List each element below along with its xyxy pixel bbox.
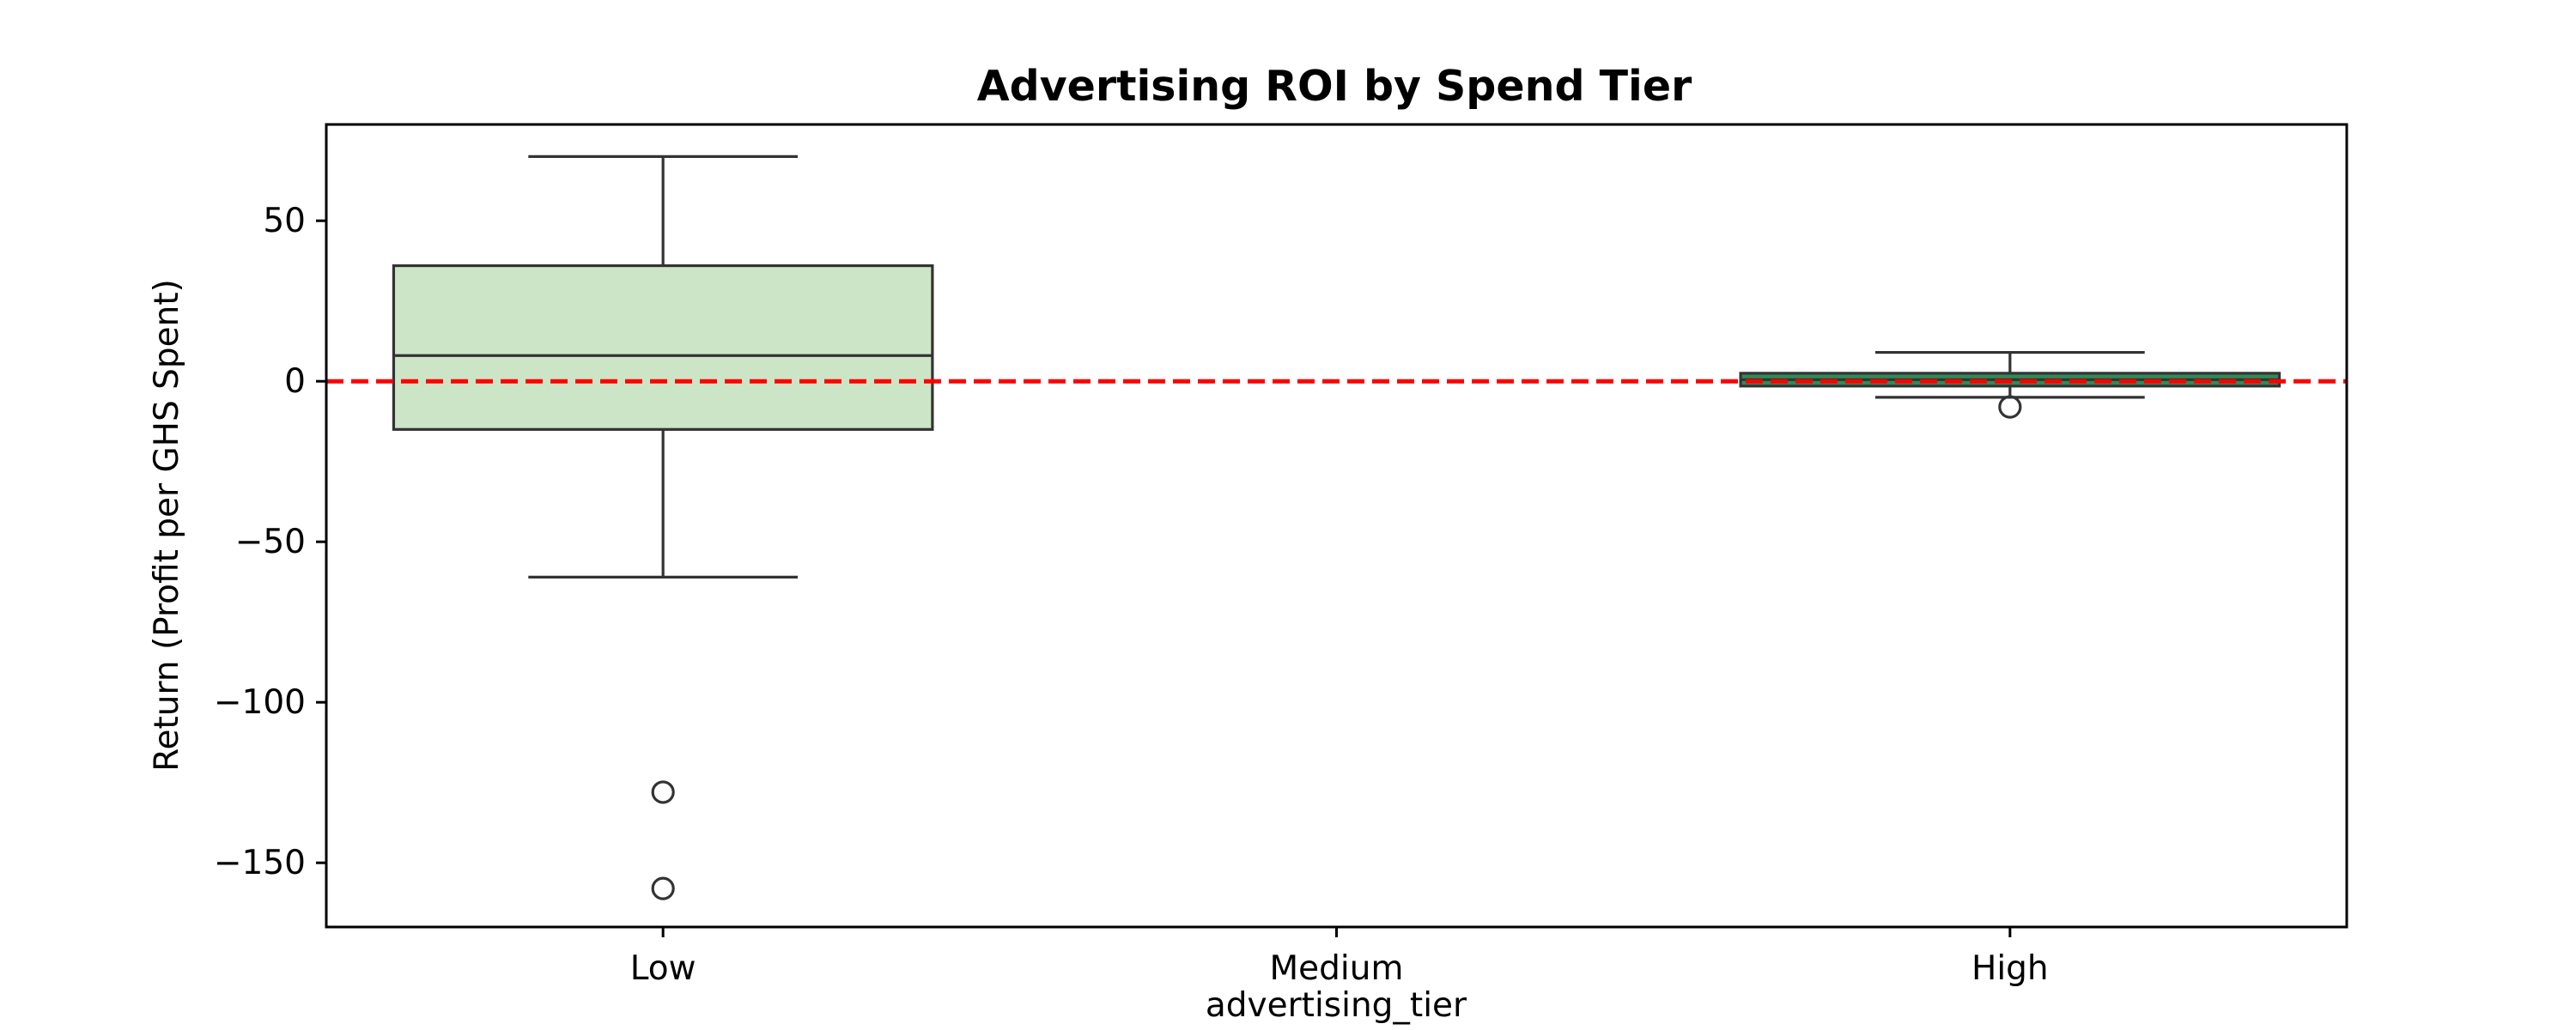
outlier-point <box>651 876 675 900</box>
x-tick-label: High <box>1971 949 2049 988</box>
plot-area <box>326 154 2347 900</box>
outlier-point <box>1998 395 2022 419</box>
x-tick-label: Medium <box>1270 949 1404 988</box>
y-tick-label: 0 <box>284 362 306 401</box>
y-axis-label: Return (Profit per GHS Spent) <box>148 279 186 772</box>
x-axis: Low Medium High <box>630 927 2049 988</box>
y-axis: 50 0 −50 −100 −150 <box>214 202 326 882</box>
y-tick-label: 50 <box>263 202 306 240</box>
outlier-point <box>651 780 675 804</box>
chart-title: Advertising ROI by Spend Tier <box>977 62 1692 111</box>
axes-frame <box>325 123 2348 929</box>
y-tick-label: −100 <box>214 683 306 722</box>
box-low <box>392 264 934 431</box>
y-tick-label: −150 <box>214 844 306 882</box>
x-axis-label: advertising_tier <box>1206 986 1467 1025</box>
x-tick-label: Low <box>630 949 696 988</box>
y-tick-label: −50 <box>235 523 306 561</box>
